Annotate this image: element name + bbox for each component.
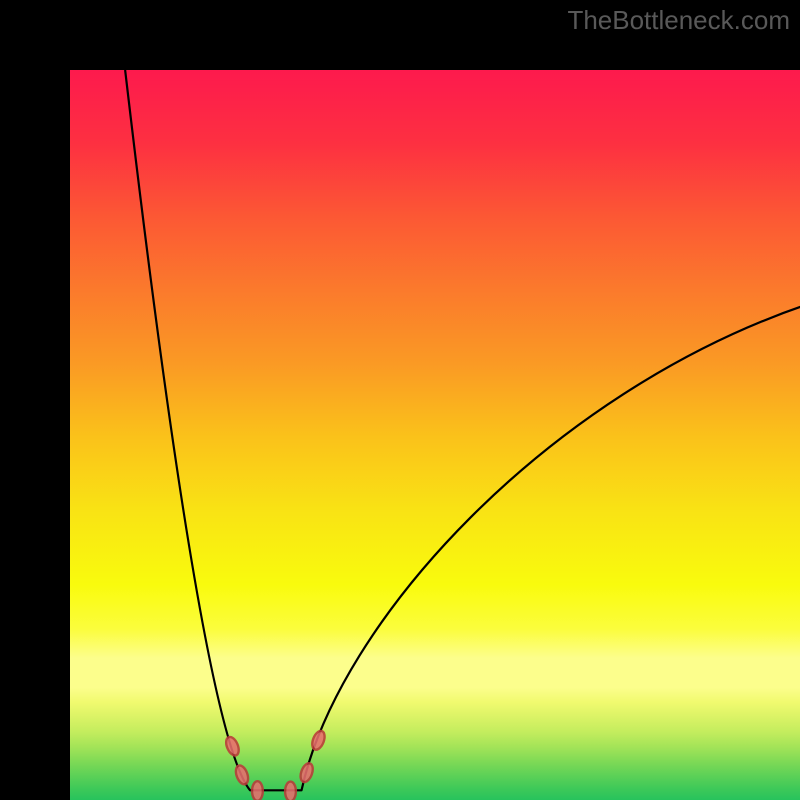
chart-plot-area — [35, 35, 770, 770]
marker-point — [252, 781, 263, 800]
chart-svg — [35, 35, 800, 800]
chart-background — [70, 70, 800, 800]
watermark-label: TheBottleneck.com — [567, 5, 790, 36]
marker-point — [285, 782, 296, 800]
